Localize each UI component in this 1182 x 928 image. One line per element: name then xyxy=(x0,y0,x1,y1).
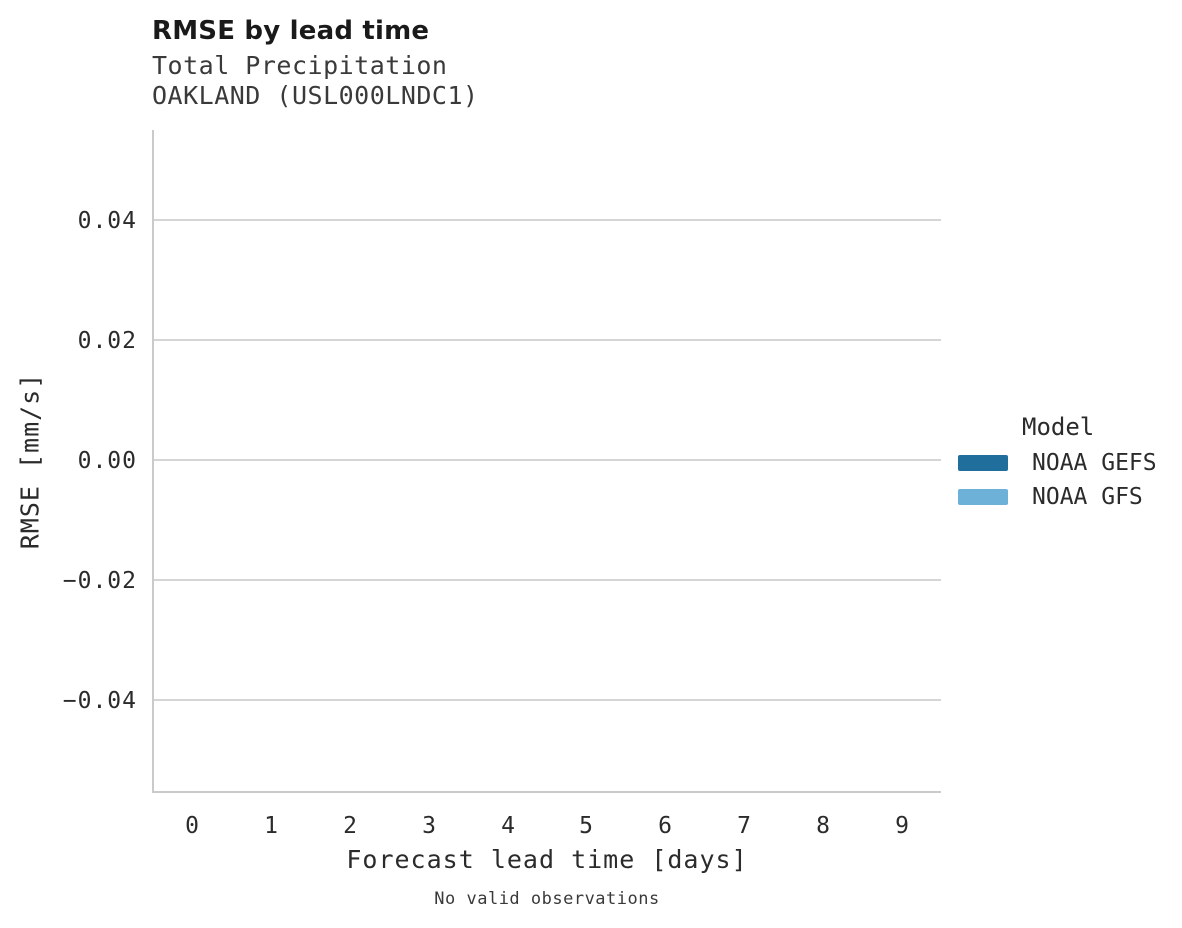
gridline-y-0.00 xyxy=(154,459,941,461)
y-tick-label: −0.02 xyxy=(62,568,137,594)
x-tick-label: 3 xyxy=(422,813,436,839)
x-tick-label: 7 xyxy=(737,813,751,839)
x-tick-label: 0 xyxy=(185,813,199,839)
x-tick-label: 4 xyxy=(501,813,515,839)
legend-item-noaa-gefs: NOAA GEFS xyxy=(958,449,1173,476)
x-tick-label: 1 xyxy=(264,813,278,839)
x-tick-label: 6 xyxy=(658,813,672,839)
legend-label: NOAA GFS xyxy=(1032,483,1143,510)
legend-item-noaa-gfs: NOAA GFS xyxy=(958,483,1173,510)
y-tick-label: 0.00 xyxy=(77,448,137,474)
legend-swatch-noaa-gefs xyxy=(958,454,1008,471)
gridline-y-0.02 xyxy=(154,339,941,341)
x-tick-label: 2 xyxy=(343,813,357,839)
y-tick-label: 0.04 xyxy=(77,208,137,234)
gridline-y-neg-0.02 xyxy=(154,579,941,581)
chart-title: RMSE by lead time xyxy=(152,16,430,46)
legend-title: Model xyxy=(1022,413,1095,441)
chart-subtitle-variable: Total Precipitation xyxy=(152,51,448,80)
legend: Model NOAA GEFS NOAA GFS xyxy=(958,413,1173,510)
y-tick-label: 0.02 xyxy=(77,328,137,354)
no-data-caption: No valid observations xyxy=(434,889,660,909)
x-tick-label: 5 xyxy=(579,813,593,839)
x-axis-title: Forecast lead time [days] xyxy=(346,845,748,874)
x-tick-label: 8 xyxy=(816,813,830,839)
x-tick-label: 9 xyxy=(895,813,909,839)
legend-label: NOAA GEFS xyxy=(1032,449,1157,476)
gridline-y-0.04 xyxy=(154,219,941,221)
gridline-y-neg-0.04 xyxy=(154,699,941,701)
plot-area xyxy=(152,130,941,793)
legend-swatch-noaa-gfs xyxy=(958,488,1008,505)
chart-subtitle-station: OAKLAND (USL000LNDC1) xyxy=(152,81,479,110)
y-tick-label: −0.04 xyxy=(62,688,137,714)
